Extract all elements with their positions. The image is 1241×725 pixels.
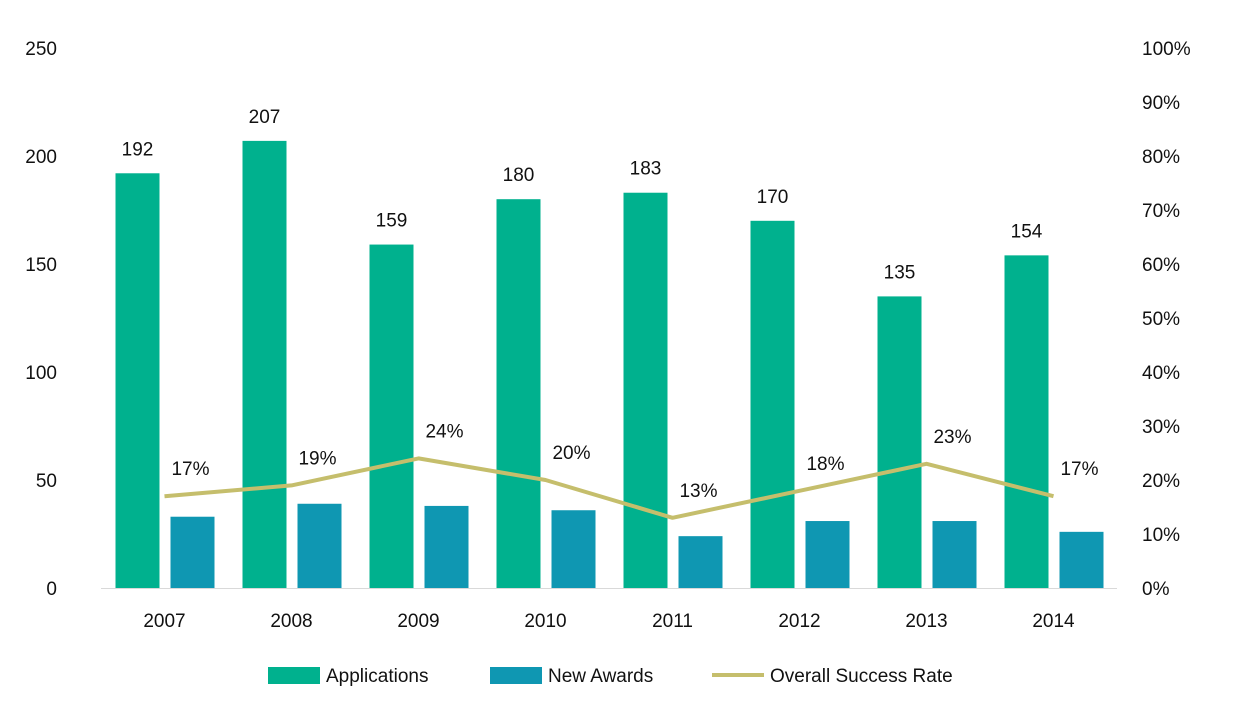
y-tick-label: 200 bbox=[25, 147, 57, 168]
y2-tick-label: 60% bbox=[1142, 255, 1180, 276]
x-tick-label: 2010 bbox=[524, 611, 566, 632]
bar-new-awards bbox=[551, 510, 596, 588]
y2-tick-label: 70% bbox=[1142, 201, 1180, 222]
x-tick-label: 2014 bbox=[1032, 611, 1075, 632]
x-tick-label: 2007 bbox=[143, 611, 185, 632]
x-tick-label: 2008 bbox=[270, 611, 312, 632]
bar-new-awards bbox=[1059, 531, 1104, 588]
y-tick-label: 150 bbox=[25, 255, 57, 276]
y-tick-label: 50 bbox=[36, 471, 57, 492]
legend-label-new-awards: New Awards bbox=[548, 666, 653, 687]
data-label-success-rate: 17% bbox=[171, 459, 209, 480]
bar-new-awards bbox=[678, 536, 723, 588]
legend-label-success-rate: Overall Success Rate bbox=[770, 666, 953, 687]
y2-tick-label: 40% bbox=[1142, 363, 1180, 384]
y-tick-label: 250 bbox=[25, 39, 57, 60]
y2-tick-label: 20% bbox=[1142, 471, 1180, 492]
bar-applications bbox=[369, 244, 414, 588]
data-label-applications: 135 bbox=[884, 262, 916, 283]
bar-applications bbox=[750, 220, 795, 589]
bar-new-awards bbox=[170, 516, 215, 588]
y2-tick-label: 30% bbox=[1142, 417, 1180, 438]
x-tick-label: 2009 bbox=[397, 611, 439, 632]
y2-tick-label: 100% bbox=[1142, 39, 1191, 60]
bar-new-awards bbox=[297, 503, 342, 588]
data-label-success-rate: 13% bbox=[679, 481, 717, 502]
bar-applications bbox=[877, 296, 922, 588]
data-label-applications: 159 bbox=[376, 211, 408, 232]
y2-tick-label: 90% bbox=[1142, 93, 1180, 114]
x-tick-label: 2012 bbox=[778, 611, 820, 632]
legend-label-applications: Applications bbox=[326, 666, 428, 687]
data-label-success-rate: 17% bbox=[1060, 459, 1098, 480]
data-label-applications: 170 bbox=[757, 187, 789, 208]
bar-applications bbox=[1004, 255, 1049, 589]
data-label-applications: 154 bbox=[1011, 221, 1043, 242]
legend-swatch-applications bbox=[268, 667, 320, 684]
data-label-success-rate: 20% bbox=[552, 443, 590, 464]
data-label-applications: 192 bbox=[122, 139, 154, 160]
bar-new-awards bbox=[424, 505, 469, 588]
x-tick-label: 2013 bbox=[905, 611, 947, 632]
bar-applications bbox=[115, 173, 160, 588]
y2-tick-label: 80% bbox=[1142, 147, 1180, 168]
data-label-applications: 180 bbox=[503, 165, 535, 186]
y2-tick-label: 0% bbox=[1142, 579, 1170, 600]
bar-applications bbox=[242, 140, 287, 588]
x-tick-label: 2011 bbox=[652, 611, 693, 632]
data-label-success-rate: 24% bbox=[425, 421, 463, 442]
bar-applications bbox=[623, 192, 668, 588]
data-label-applications: 183 bbox=[630, 159, 662, 180]
bar-new-awards bbox=[805, 521, 850, 588]
line-overall-success-rate bbox=[164, 456, 1054, 520]
y2-tick-label: 10% bbox=[1142, 525, 1180, 546]
data-label-success-rate: 19% bbox=[298, 448, 336, 469]
data-label-success-rate: 23% bbox=[933, 427, 971, 448]
y-tick-label: 100 bbox=[25, 363, 57, 384]
y-tick-label: 0 bbox=[46, 579, 57, 600]
data-label-success-rate: 18% bbox=[806, 454, 844, 475]
bar-applications bbox=[496, 199, 541, 588]
y2-tick-label: 50% bbox=[1142, 309, 1180, 330]
bar-new-awards bbox=[932, 521, 977, 588]
legend-swatch-new-awards bbox=[490, 667, 542, 684]
data-label-applications: 207 bbox=[249, 107, 281, 128]
